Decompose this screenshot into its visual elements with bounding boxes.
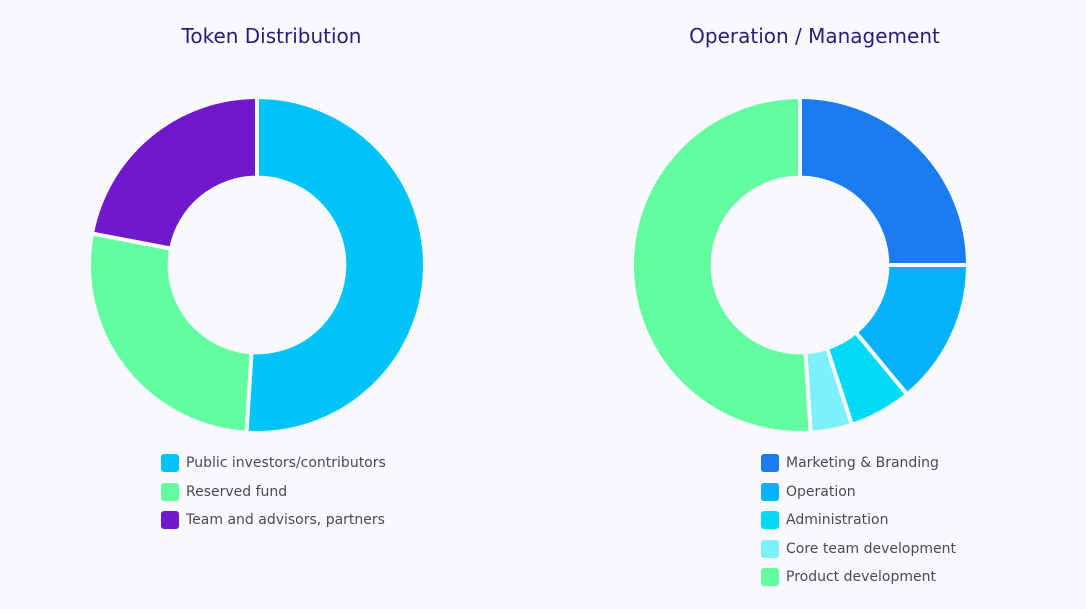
legend-swatch: [761, 454, 779, 473]
chart-legend: Marketing & Branding Operation Administr…: [761, 449, 956, 592]
donut-slice[interactable]: [798, 95, 970, 267]
legend-item[interactable]: Public investors/contributors: [161, 449, 386, 478]
legend-label: Operation: [786, 483, 856, 500]
operation-management-chart: Operation / Management Marketing & Brand…: [543, 0, 1086, 609]
legend-label: Marketing & Branding: [786, 455, 939, 472]
legend-swatch: [761, 539, 779, 558]
chart-legend: Public investors/contributors Reserved f…: [161, 449, 386, 535]
donut-slice[interactable]: [87, 231, 254, 435]
donut-chart-token-distribution: [87, 95, 427, 435]
legend-label: Administration: [786, 512, 889, 529]
legend-item[interactable]: Product development: [761, 563, 956, 592]
legend-swatch: [761, 511, 779, 530]
donut-slice[interactable]: [89, 95, 259, 251]
legend-label: Team and advisors, partners: [186, 512, 385, 529]
legend-item[interactable]: Operation: [761, 478, 956, 507]
token-distribution-chart: Token Distribution Public investors/cont…: [87, 24, 427, 535]
donut-chart-operation-management: [630, 95, 970, 435]
legend-item[interactable]: Core team development: [761, 535, 956, 564]
legend-label: Reserved fund: [186, 483, 288, 500]
chart-title: Operation / Management: [689, 24, 940, 48]
legend-swatch: [161, 454, 179, 473]
legend-swatch: [161, 482, 179, 501]
legend-label: Product development: [786, 569, 936, 586]
legend-item[interactable]: Team and advisors, partners: [161, 506, 386, 535]
legend-swatch: [761, 568, 779, 587]
legend-label: Core team development: [786, 540, 956, 557]
legend-item[interactable]: Administration: [761, 506, 956, 535]
legend-label: Public investors/contributors: [186, 455, 386, 472]
legend-swatch: [161, 511, 179, 530]
legend-item[interactable]: Reserved fund: [161, 478, 386, 507]
chart-title: Token Distribution: [181, 24, 362, 48]
donut-slice[interactable]: [630, 95, 813, 435]
donut-slice[interactable]: [244, 95, 427, 435]
legend-item[interactable]: Marketing & Branding: [761, 449, 956, 478]
legend-swatch: [761, 482, 779, 501]
